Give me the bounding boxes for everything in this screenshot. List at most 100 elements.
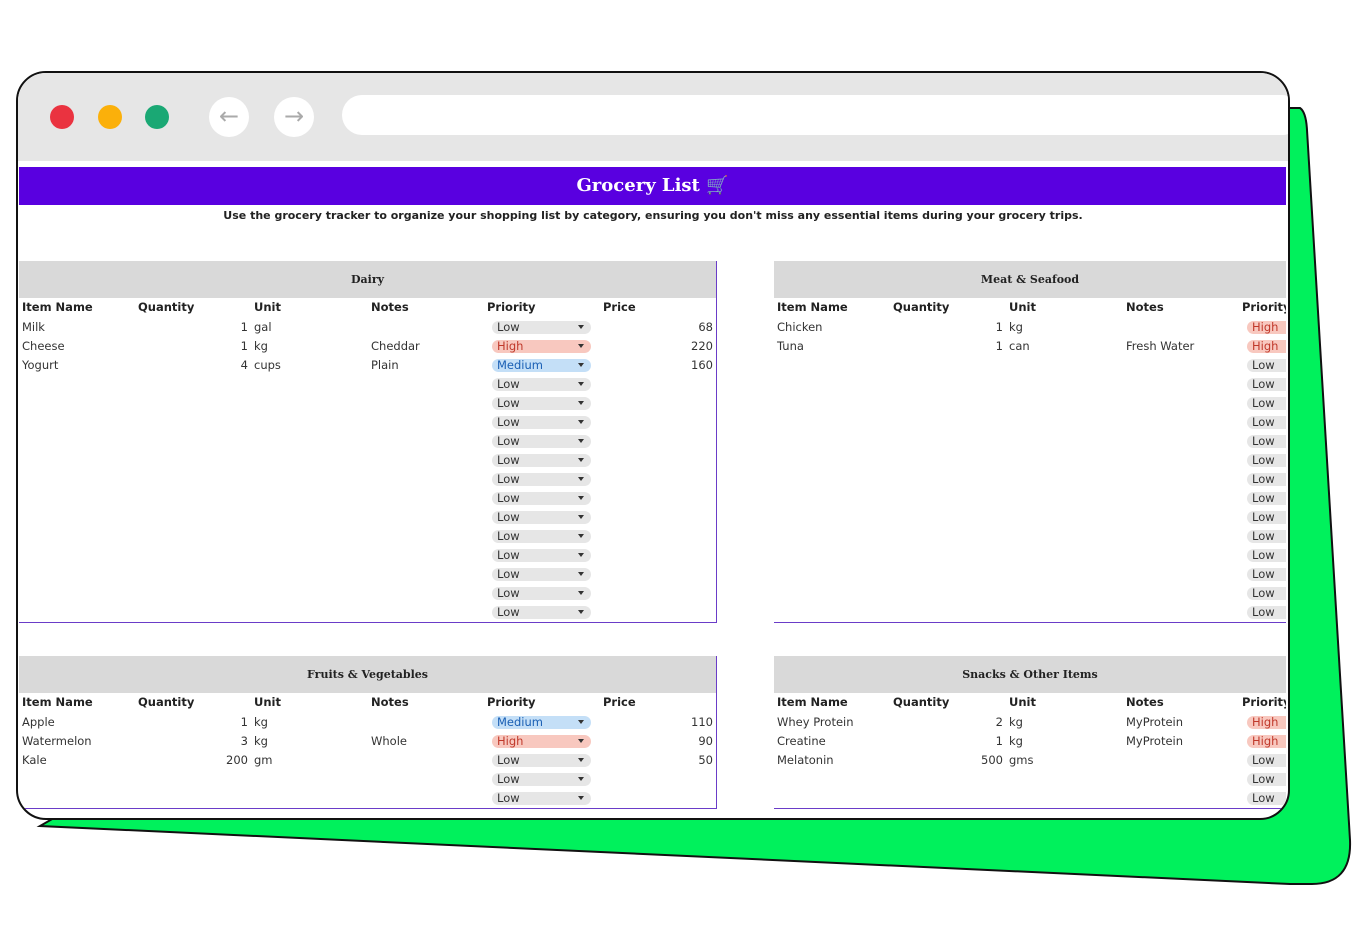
column-header: Priority (487, 300, 536, 314)
maximize-dot[interactable] (145, 105, 169, 129)
priority-dropdown[interactable]: High (1247, 716, 1286, 729)
forward-button[interactable]: → (274, 97, 314, 137)
priority-dropdown[interactable]: Low (492, 530, 591, 543)
table: Meat & Seafood Item Name Quantity Unit Notes… (774, 261, 1286, 623)
priority-dropdown[interactable]: Low (492, 492, 591, 505)
dropdown-arrow (578, 553, 584, 557)
priority-dropdown[interactable]: Low (492, 378, 591, 391)
price-cell: 220 (691, 339, 713, 353)
priority-dropdown[interactable]: Low (1247, 416, 1286, 429)
dropdown-arrow (578, 777, 584, 781)
priority-value: Low (1252, 586, 1275, 600)
unit-cell: kg (254, 339, 268, 353)
quantity-cell: 3 (240, 734, 248, 748)
priority-dropdown[interactable]: Low (1247, 397, 1286, 410)
quantity-cell: 200 (226, 753, 248, 767)
priority-dropdown[interactable]: Low (492, 587, 591, 600)
priority-value: Low (1252, 605, 1275, 619)
priority-value: Low (497, 772, 520, 786)
priority-dropdown[interactable]: High (492, 735, 591, 748)
priority-dropdown[interactable]: Low (492, 416, 591, 429)
column-header: Item Name (777, 695, 848, 709)
table: Dairy Item Name Quantity Unit Notes Priority P… (19, 261, 717, 623)
priority-dropdown[interactable]: High (1247, 321, 1286, 334)
priority-value: Low (497, 529, 520, 543)
priority-dropdown[interactable]: Low (492, 511, 591, 524)
priority-value: Low (497, 320, 520, 334)
priority-dropdown[interactable]: Low (492, 473, 591, 486)
priority-dropdown[interactable]: Low (492, 435, 591, 448)
priority-dropdown[interactable]: Low (1247, 754, 1286, 767)
priority-dropdown[interactable]: High (1247, 340, 1286, 353)
close-dot[interactable] (50, 105, 74, 129)
unit-cell: kg (1009, 320, 1023, 334)
dropdown-arrow (578, 720, 584, 724)
priority-dropdown[interactable]: High (1247, 735, 1286, 748)
priority-value: Low (497, 434, 520, 448)
dropdown-arrow (578, 572, 584, 576)
priority-value: High (1252, 715, 1279, 729)
quantity-cell: 1 (995, 734, 1003, 748)
priority-dropdown[interactable]: Low (492, 792, 591, 805)
priority-value: Low (1252, 548, 1275, 562)
priority-dropdown[interactable]: Low (492, 454, 591, 467)
priority-dropdown[interactable]: Low (1247, 359, 1286, 372)
priority-dropdown[interactable]: Low (492, 606, 591, 619)
dropdown-arrow (578, 439, 584, 443)
item-cell: Watermelon (22, 734, 92, 748)
item-cell: Whey Protein (777, 715, 854, 729)
unit-cell: gms (1009, 753, 1034, 767)
priority-dropdown[interactable]: Low (492, 568, 591, 581)
priority-dropdown[interactable]: Low (1247, 511, 1286, 524)
priority-dropdown[interactable]: High (492, 340, 591, 353)
priority-dropdown[interactable]: Low (492, 773, 591, 786)
dropdown-arrow (578, 758, 584, 762)
priority-dropdown[interactable]: Low (1247, 492, 1286, 505)
priority-dropdown[interactable]: Medium (492, 359, 591, 372)
column-header: Quantity (893, 300, 950, 314)
priority-dropdown[interactable]: Low (1247, 773, 1286, 786)
priority-dropdown[interactable]: Low (1247, 568, 1286, 581)
table-title: Meat & Seafood (774, 261, 1286, 298)
dropdown-arrow (578, 477, 584, 481)
notes-cell: Whole (371, 734, 407, 748)
priority-dropdown[interactable]: Low (492, 754, 591, 767)
back-button[interactable]: ← (209, 97, 249, 137)
priority-dropdown[interactable]: Low (1247, 606, 1286, 619)
priority-value: Low (1252, 772, 1275, 786)
unit-cell: cups (254, 358, 281, 372)
dropdown-arrow (578, 739, 584, 743)
priority-dropdown[interactable]: Low (1247, 435, 1286, 448)
notes-cell: Plain (371, 358, 399, 372)
priority-dropdown[interactable]: Low (1247, 530, 1286, 543)
priority-value: Low (497, 510, 520, 524)
unit-cell: can (1009, 339, 1030, 353)
priority-dropdown[interactable]: Low (1247, 792, 1286, 805)
priority-dropdown[interactable]: Low (1247, 378, 1286, 391)
quantity-cell: 1 (240, 715, 248, 729)
dropdown-arrow (578, 382, 584, 386)
minimize-dot[interactable] (98, 105, 122, 129)
column-header: Item Name (777, 300, 848, 314)
unit-cell: kg (1009, 715, 1023, 729)
priority-dropdown[interactable]: Low (492, 321, 591, 334)
priority-dropdown[interactable]: Low (492, 549, 591, 562)
priority-dropdown[interactable]: Low (1247, 473, 1286, 486)
column-header: Unit (1009, 695, 1036, 709)
dropdown-arrow (578, 610, 584, 614)
dropdown-arrow (578, 496, 584, 500)
priority-dropdown[interactable]: Low (1247, 587, 1286, 600)
priority-value: High (1252, 339, 1279, 353)
priority-dropdown[interactable]: Low (1247, 454, 1286, 467)
address-bar[interactable] (342, 95, 1288, 135)
column-header: Notes (371, 300, 409, 314)
dropdown-arrow (578, 363, 584, 367)
browser-window: ← → Grocery List 🛒 Use the grocery track… (16, 71, 1290, 820)
table: Fruits & Vegetables Item Name Quantity Unit… (19, 656, 717, 809)
priority-value: Low (497, 377, 520, 391)
priority-dropdown[interactable]: Low (492, 397, 591, 410)
item-cell: Chicken (777, 320, 823, 334)
column-header: Quantity (138, 695, 195, 709)
priority-dropdown[interactable]: Medium (492, 716, 591, 729)
priority-dropdown[interactable]: Low (1247, 549, 1286, 562)
